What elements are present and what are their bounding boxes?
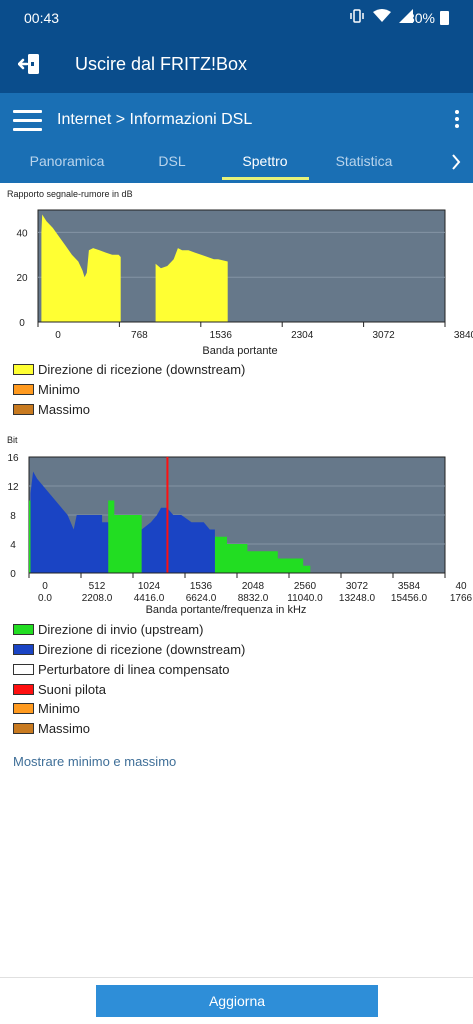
- breadcrumb-root[interactable]: Internet: [57, 111, 112, 128]
- x-tick-label: 3584: [398, 581, 421, 592]
- x-tick-label: 2304: [291, 330, 314, 341]
- legend-swatch-downstream-bit: [13, 643, 34, 655]
- chart1-title: Rapporto segnale-rumore in dB: [7, 189, 133, 199]
- series-0-area: [41, 214, 228, 322]
- nav-header: Internet > Informazioni DSL Panoramica D…: [0, 93, 473, 183]
- tab-statistica[interactable]: Statistica: [335, 153, 393, 169]
- y-tick-label: 8: [10, 511, 16, 522]
- x-tick-label: 0: [42, 581, 48, 592]
- hamburger-menu-icon[interactable]: [13, 108, 43, 132]
- legend-label: Minimo: [38, 381, 80, 397]
- legend-downstream: Direzione di ricezione (downstream): [13, 361, 245, 377]
- legend-massimo: Massimo: [13, 401, 90, 417]
- legend-swatch-suoni-pilota: [13, 683, 34, 695]
- breadcrumb: Internet > Informazioni DSL: [57, 111, 252, 129]
- show-min-max-link[interactable]: Mostrare minimo e massimo: [13, 754, 177, 769]
- more-options-icon[interactable]: [455, 110, 459, 131]
- y-tick-label: 20: [16, 273, 28, 284]
- x-freq-tick-label: 4416.0: [134, 593, 165, 604]
- legend-swatch-downstream: [13, 363, 34, 375]
- logout-bar[interactable]: Uscire dal FRITZ!Box: [0, 36, 473, 93]
- x-freq-tick-label: 13248.0: [339, 593, 376, 604]
- tab-panoramica[interactable]: Panoramica: [29, 153, 105, 169]
- tab-dsl[interactable]: DSL: [158, 153, 186, 169]
- logout-label[interactable]: Uscire dal FRITZ!Box: [75, 54, 248, 74]
- snr-chart: 0 20 40 0 768 1536 2304 3072 3840: [16, 209, 473, 341]
- tab-bar: Panoramica DSL Spettro Statistica: [0, 151, 473, 183]
- y-tick-label: 0: [19, 318, 25, 329]
- x-tick-label: 768: [131, 330, 148, 341]
- series-0-area: [29, 500, 311, 573]
- legend-swatch-massimo-bit: [13, 722, 34, 734]
- x-freq-tick-label: 8832.0: [238, 593, 269, 604]
- breadcrumb-separator: >: [115, 111, 126, 128]
- legend-swatch-perturbatore: [13, 663, 34, 675]
- wifi-icon: [373, 9, 391, 28]
- chart2-title: Bit: [7, 435, 18, 445]
- x-freq-tick-label: 15456.0: [391, 593, 428, 604]
- x-tick-label: 3072: [372, 330, 395, 341]
- chart1-xlabel: Banda portante: [202, 345, 278, 357]
- y-tick-label: 40: [16, 228, 28, 239]
- x-freq-tick-label: 2208.0: [82, 593, 113, 604]
- legend-minimo: Minimo: [13, 381, 80, 397]
- legend-swatch-massimo: [13, 403, 34, 415]
- vibrate-icon: [349, 9, 365, 28]
- x-tick-label: 1024: [138, 581, 161, 592]
- battery-percent: 80%: [406, 10, 435, 26]
- x-tick-label: 512: [89, 581, 106, 592]
- battery-icon: [440, 11, 449, 25]
- tab-spettro[interactable]: Spettro: [242, 153, 288, 169]
- legend-massimo-bit: Massimo: [13, 720, 90, 736]
- battery-indicator: 80%: [407, 10, 449, 26]
- legend-downstream-bit: Direzione di ricezione (downstream): [13, 641, 245, 657]
- bit-chart: 048121600.05122208.010244416.015366624.0…: [7, 453, 473, 604]
- legend-label: Direzione di ricezione (downstream): [38, 641, 246, 657]
- chevron-right-icon[interactable]: [451, 153, 461, 176]
- legend-perturbatore: Perturbatore di linea compensato: [13, 661, 230, 677]
- legend-label: Perturbatore di linea compensato: [38, 661, 230, 677]
- x-tick-label: 40: [455, 581, 467, 592]
- legend-label: Massimo: [38, 401, 91, 417]
- breadcrumb-current: Informazioni DSL: [129, 111, 253, 128]
- x-tick-label: 2560: [294, 581, 317, 592]
- x-freq-tick-label: 6624.0: [186, 593, 217, 604]
- status-bar: 00:43 80%: [0, 0, 473, 36]
- y-tick-label: 16: [7, 453, 19, 464]
- x-freq-tick-label: 11040.0: [287, 593, 323, 604]
- legend-suoni-pilota: Suoni pilota: [13, 681, 106, 697]
- active-tab-indicator: [222, 177, 309, 180]
- series-1-area: [30, 471, 215, 573]
- y-tick-label: 0: [10, 569, 16, 580]
- legend-minimo-bit: Minimo: [13, 700, 80, 716]
- x-tick-label: 0: [55, 330, 61, 341]
- x-tick-label: 1536: [210, 330, 233, 341]
- x-freq-tick-label: 1766: [450, 593, 473, 604]
- legend-label: Direzione di ricezione (downstream): [38, 361, 246, 377]
- divider: [0, 977, 473, 978]
- x-tick-label: 3840: [454, 330, 473, 341]
- chart2-xlabel: Banda portante/frequenza in kHz: [145, 604, 307, 616]
- legend-label: Massimo: [38, 720, 91, 736]
- x-tick-label: 3072: [346, 581, 369, 592]
- legend-swatch-minimo-bit: [13, 702, 34, 714]
- legend-upstream: Direzione di invio (upstream): [13, 621, 203, 637]
- legend-label: Direzione di invio (upstream): [38, 621, 204, 637]
- legend-label: Minimo: [38, 700, 80, 716]
- legend-swatch-upstream: [13, 623, 34, 635]
- y-tick-label: 4: [10, 540, 16, 551]
- status-icons: [349, 9, 413, 28]
- logout-icon[interactable]: [17, 52, 42, 81]
- status-time: 00:43: [24, 10, 60, 26]
- legend-label: Suoni pilota: [38, 681, 106, 697]
- x-tick-label: 1536: [190, 581, 213, 592]
- x-tick-label: 2048: [242, 581, 265, 592]
- x-freq-tick-label: 0.0: [38, 593, 52, 604]
- y-tick-label: 12: [7, 482, 19, 493]
- legend-swatch-minimo: [13, 383, 34, 395]
- refresh-button[interactable]: Aggiorna: [96, 985, 378, 1017]
- signal-icon: [399, 9, 413, 28]
